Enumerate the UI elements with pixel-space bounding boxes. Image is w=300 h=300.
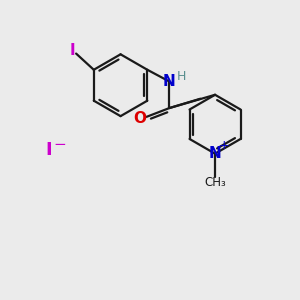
- Text: H: H: [177, 70, 187, 83]
- Text: CH₃: CH₃: [204, 176, 226, 189]
- Text: +: +: [219, 139, 229, 152]
- Text: −: −: [53, 137, 66, 152]
- Text: N: N: [209, 146, 221, 161]
- Text: N: N: [163, 74, 176, 89]
- Text: I: I: [45, 141, 52, 159]
- Text: I: I: [70, 43, 75, 58]
- Text: O: O: [134, 111, 146, 126]
